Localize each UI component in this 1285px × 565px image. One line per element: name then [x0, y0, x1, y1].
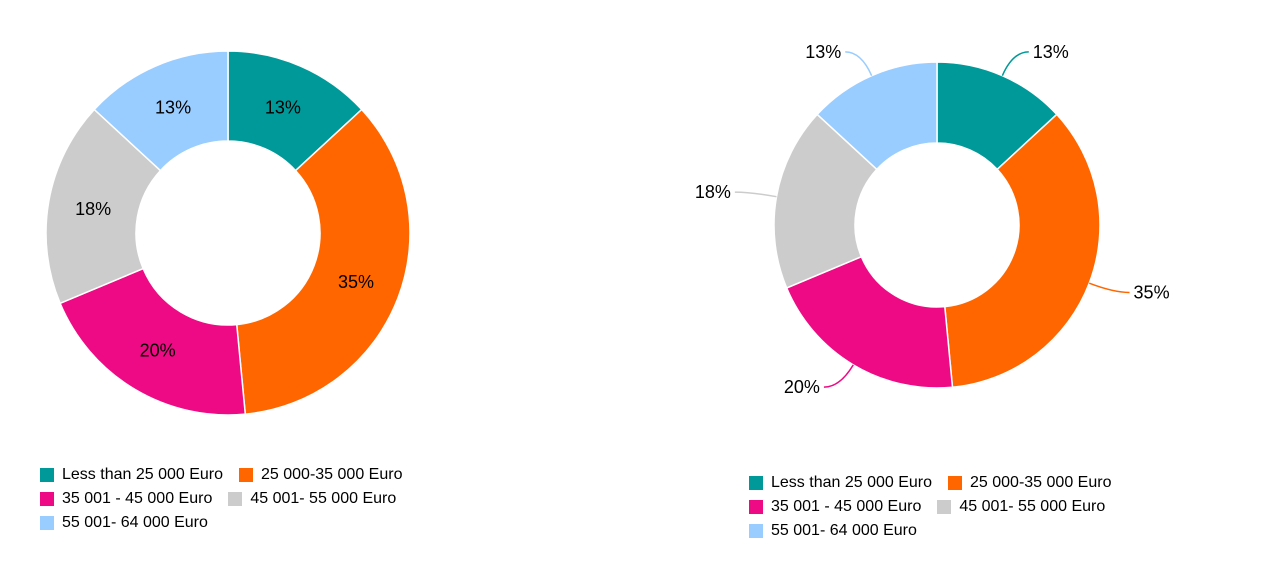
legend-item-less-than-25000: Less than 25 000 Euro [749, 471, 932, 495]
leader-line-45-001-55-000-euro [734, 191, 777, 198]
leader-line-35-001-45-000-euro [823, 364, 854, 388]
leader-line-less-than-25-000-euro [1001, 51, 1029, 76]
legend-row: Less than 25 000 Euro 25 000-35 000 Euro [749, 471, 1127, 495]
data-label-55-001-64-000-euro: 13% [155, 97, 191, 117]
leader-line-55-001-64-000-euro [845, 51, 873, 76]
legend-item-45001-55000: 45 001- 55 000 Euro [937, 495, 1105, 519]
legend-item-35001-45000: 35 001 - 45 000 Euro [40, 487, 212, 511]
slice-35-001-45-000-euro [59, 267, 247, 416]
data-label-less-than-25-000-euro: 13% [265, 97, 301, 117]
data-label-less-than-25-000-euro: 13% [1033, 42, 1069, 62]
data-label-45-001-55-000-euro: 18% [695, 182, 731, 202]
slice-35-001-45-000-euro [785, 255, 954, 389]
legend-item-25000-35000: 25 000-35 000 Euro [239, 463, 402, 487]
donut-chart-outside-labels: 13% 35% 20% 18% 13% Less than 25 000 Euro 25… [643, 0, 1285, 565]
legend-swatch [749, 524, 763, 538]
slice-25-000-35-000-euro [943, 113, 1101, 389]
data-label-35-001-45-000-euro: 20% [784, 377, 820, 397]
legend-label: 35 001 - 45 000 Euro [62, 490, 213, 507]
legend-row: 35 001 - 45 000 Euro 45 001- 55 000 Euro [749, 495, 1127, 519]
legend-item-35001-45000: 35 001 - 45 000 Euro [749, 495, 921, 519]
legend-swatch [749, 500, 763, 514]
slice-25-000-35-000-euro [235, 108, 411, 415]
legend-label: Less than 25 000 Euro [62, 466, 224, 483]
slice-45-001-55-000-euro [45, 108, 162, 305]
legend-swatch [40, 492, 54, 506]
legend-label: 55 001- 64 000 Euro [62, 514, 208, 531]
data-label-25-000-35-000-euro: 35% [338, 272, 374, 292]
legend: Less than 25 000 Euro 25 000-35 000 Euro… [40, 463, 418, 535]
legend-row: Less than 25 000 Euro 25 000-35 000 Euro [40, 463, 418, 487]
legend-label: 25 000-35 000 Euro [261, 466, 403, 483]
donut-plot: 13% 35% 20% 18% 13% [695, 42, 1170, 397]
legend-swatch [40, 516, 54, 530]
legend-item-45001-55000: 45 001- 55 000 Euro [228, 487, 396, 511]
slice-55-001-64-000-euro [816, 61, 938, 171]
donut-chart-inside-labels: 13% 35% 20% 18% 13% Less than 25 000 Euro 25… [0, 0, 642, 565]
legend-item-55001-64000: 55 001- 64 000 Euro [749, 519, 917, 543]
legend-item-25000-35000: 25 000-35 000 Euro [948, 471, 1111, 495]
donut-plot: 13% 35% 20% 18% 13% [45, 50, 411, 416]
slice-55-001-64-000-euro [93, 50, 229, 172]
legend-label: Less than 25 000 Euro [771, 474, 933, 491]
legend-swatch [40, 468, 54, 482]
legend-item-less-than-25000: Less than 25 000 Euro [40, 463, 223, 487]
legend-label: 35 001 - 45 000 Euro [771, 498, 922, 515]
leader-line-25-000-35-000-euro [1088, 282, 1130, 294]
legend-row: 55 001- 64 000 Euro [40, 511, 418, 535]
legend-swatch [749, 476, 763, 490]
data-label-25-000-35-000-euro: 35% [1134, 282, 1170, 302]
data-label-55-001-64-000-euro: 13% [805, 42, 841, 62]
legend-item-55001-64000: 55 001- 64 000 Euro [40, 511, 208, 535]
legend-swatch [228, 492, 243, 506]
legend-swatch [239, 468, 254, 482]
data-label-35-001-45-000-euro: 20% [140, 341, 176, 361]
legend-label: 45 001- 55 000 Euro [250, 490, 397, 507]
legend-swatch [948, 476, 963, 490]
legend-row: 35 001 - 45 000 Euro 45 001- 55 000 Euro [40, 487, 418, 511]
legend-label: 55 001- 64 000 Euro [771, 522, 917, 539]
legend: Less than 25 000 Euro 25 000-35 000 Euro… [749, 471, 1127, 543]
legend-row: 55 001- 64 000 Euro [749, 519, 1127, 543]
legend-label: 45 001- 55 000 Euro [959, 498, 1106, 515]
data-label-45-001-55-000-euro: 18% [75, 199, 111, 219]
legend-swatch [937, 500, 952, 514]
legend-label: 25 000-35 000 Euro [970, 474, 1112, 491]
slice-45-001-55-000-euro [773, 113, 878, 289]
